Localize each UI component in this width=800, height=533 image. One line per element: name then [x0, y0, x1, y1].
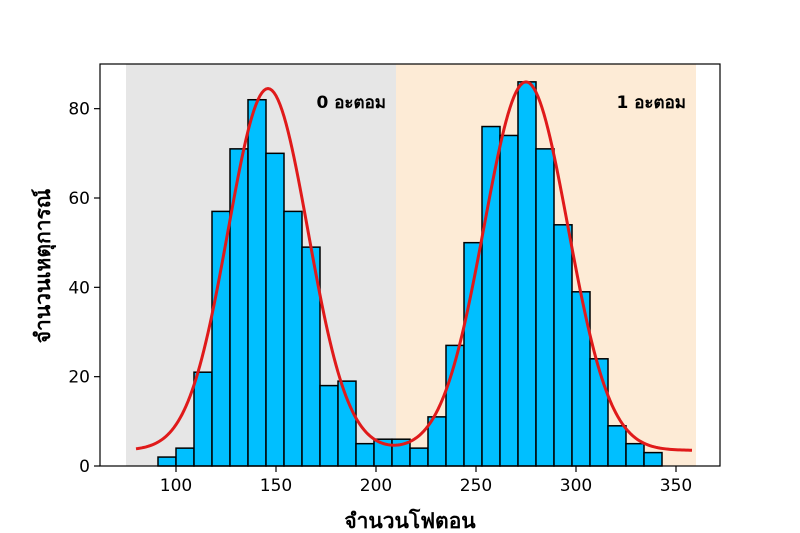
y-tick-label-20: 20 [68, 368, 90, 388]
y-tick-label-60: 60 [68, 189, 90, 209]
histogram-bar-9 [319, 384, 339, 467]
histogram-bar-22 [553, 224, 573, 467]
histogram-bar-0 [157, 456, 177, 467]
histogram-bar-4 [229, 148, 249, 467]
histogram-bar-26 [625, 442, 645, 467]
histogram-bar-10 [337, 380, 357, 467]
histogram-bar-20 [517, 81, 537, 467]
x-axis-title: จำนวนโฟตอน [344, 508, 476, 533]
histogram-bar-2 [193, 371, 213, 467]
y-tick-label-40: 40 [68, 278, 90, 298]
y-axis-title: จำนวนเหตุการณ์ [31, 188, 57, 343]
histogram-bar-6 [265, 152, 285, 467]
axes-frame [99, 63, 721, 467]
histogram-bar-18 [481, 125, 501, 467]
histogram-bar-1 [175, 447, 195, 467]
fit-curve [135, 80, 693, 452]
histogram-bar-11 [355, 442, 375, 467]
x-tick-label-250: 250 [460, 476, 492, 496]
histogram-bar-17 [463, 241, 483, 467]
y-tick-label-0: 0 [79, 457, 90, 477]
histogram-bar-27 [643, 451, 663, 467]
histogram-bar-21 [535, 148, 555, 467]
histogram-bar-24 [589, 358, 609, 467]
region-label-0: 0 อะตอม [316, 93, 386, 113]
histogram-bar-25 [607, 425, 627, 467]
x-tick-label-300: 300 [560, 476, 592, 496]
x-tick-label-100: 100 [160, 476, 192, 496]
x-tick-label-150: 150 [260, 476, 292, 496]
histogram-bars [157, 81, 663, 467]
histogram-bar-14 [409, 447, 429, 467]
histogram-bar-3 [211, 210, 231, 467]
histogram-bar-5 [247, 98, 267, 467]
x-tick-label-350: 350 [660, 476, 692, 496]
x-tick-label-200: 200 [360, 476, 392, 496]
histogram-bar-19 [499, 134, 519, 467]
fit-curve-layer [135, 80, 693, 452]
plot-frame [99, 63, 721, 467]
region-label-1: 1 อะตอม [616, 93, 686, 113]
histogram-bar-7 [283, 210, 303, 467]
y-tick-label-80: 80 [68, 100, 90, 120]
axis-ticks: 100 150 200 250 300 350 0 20 40 60 80 [68, 100, 692, 496]
region-labels: 0 อะตอม 1 อะตอม [316, 93, 686, 113]
